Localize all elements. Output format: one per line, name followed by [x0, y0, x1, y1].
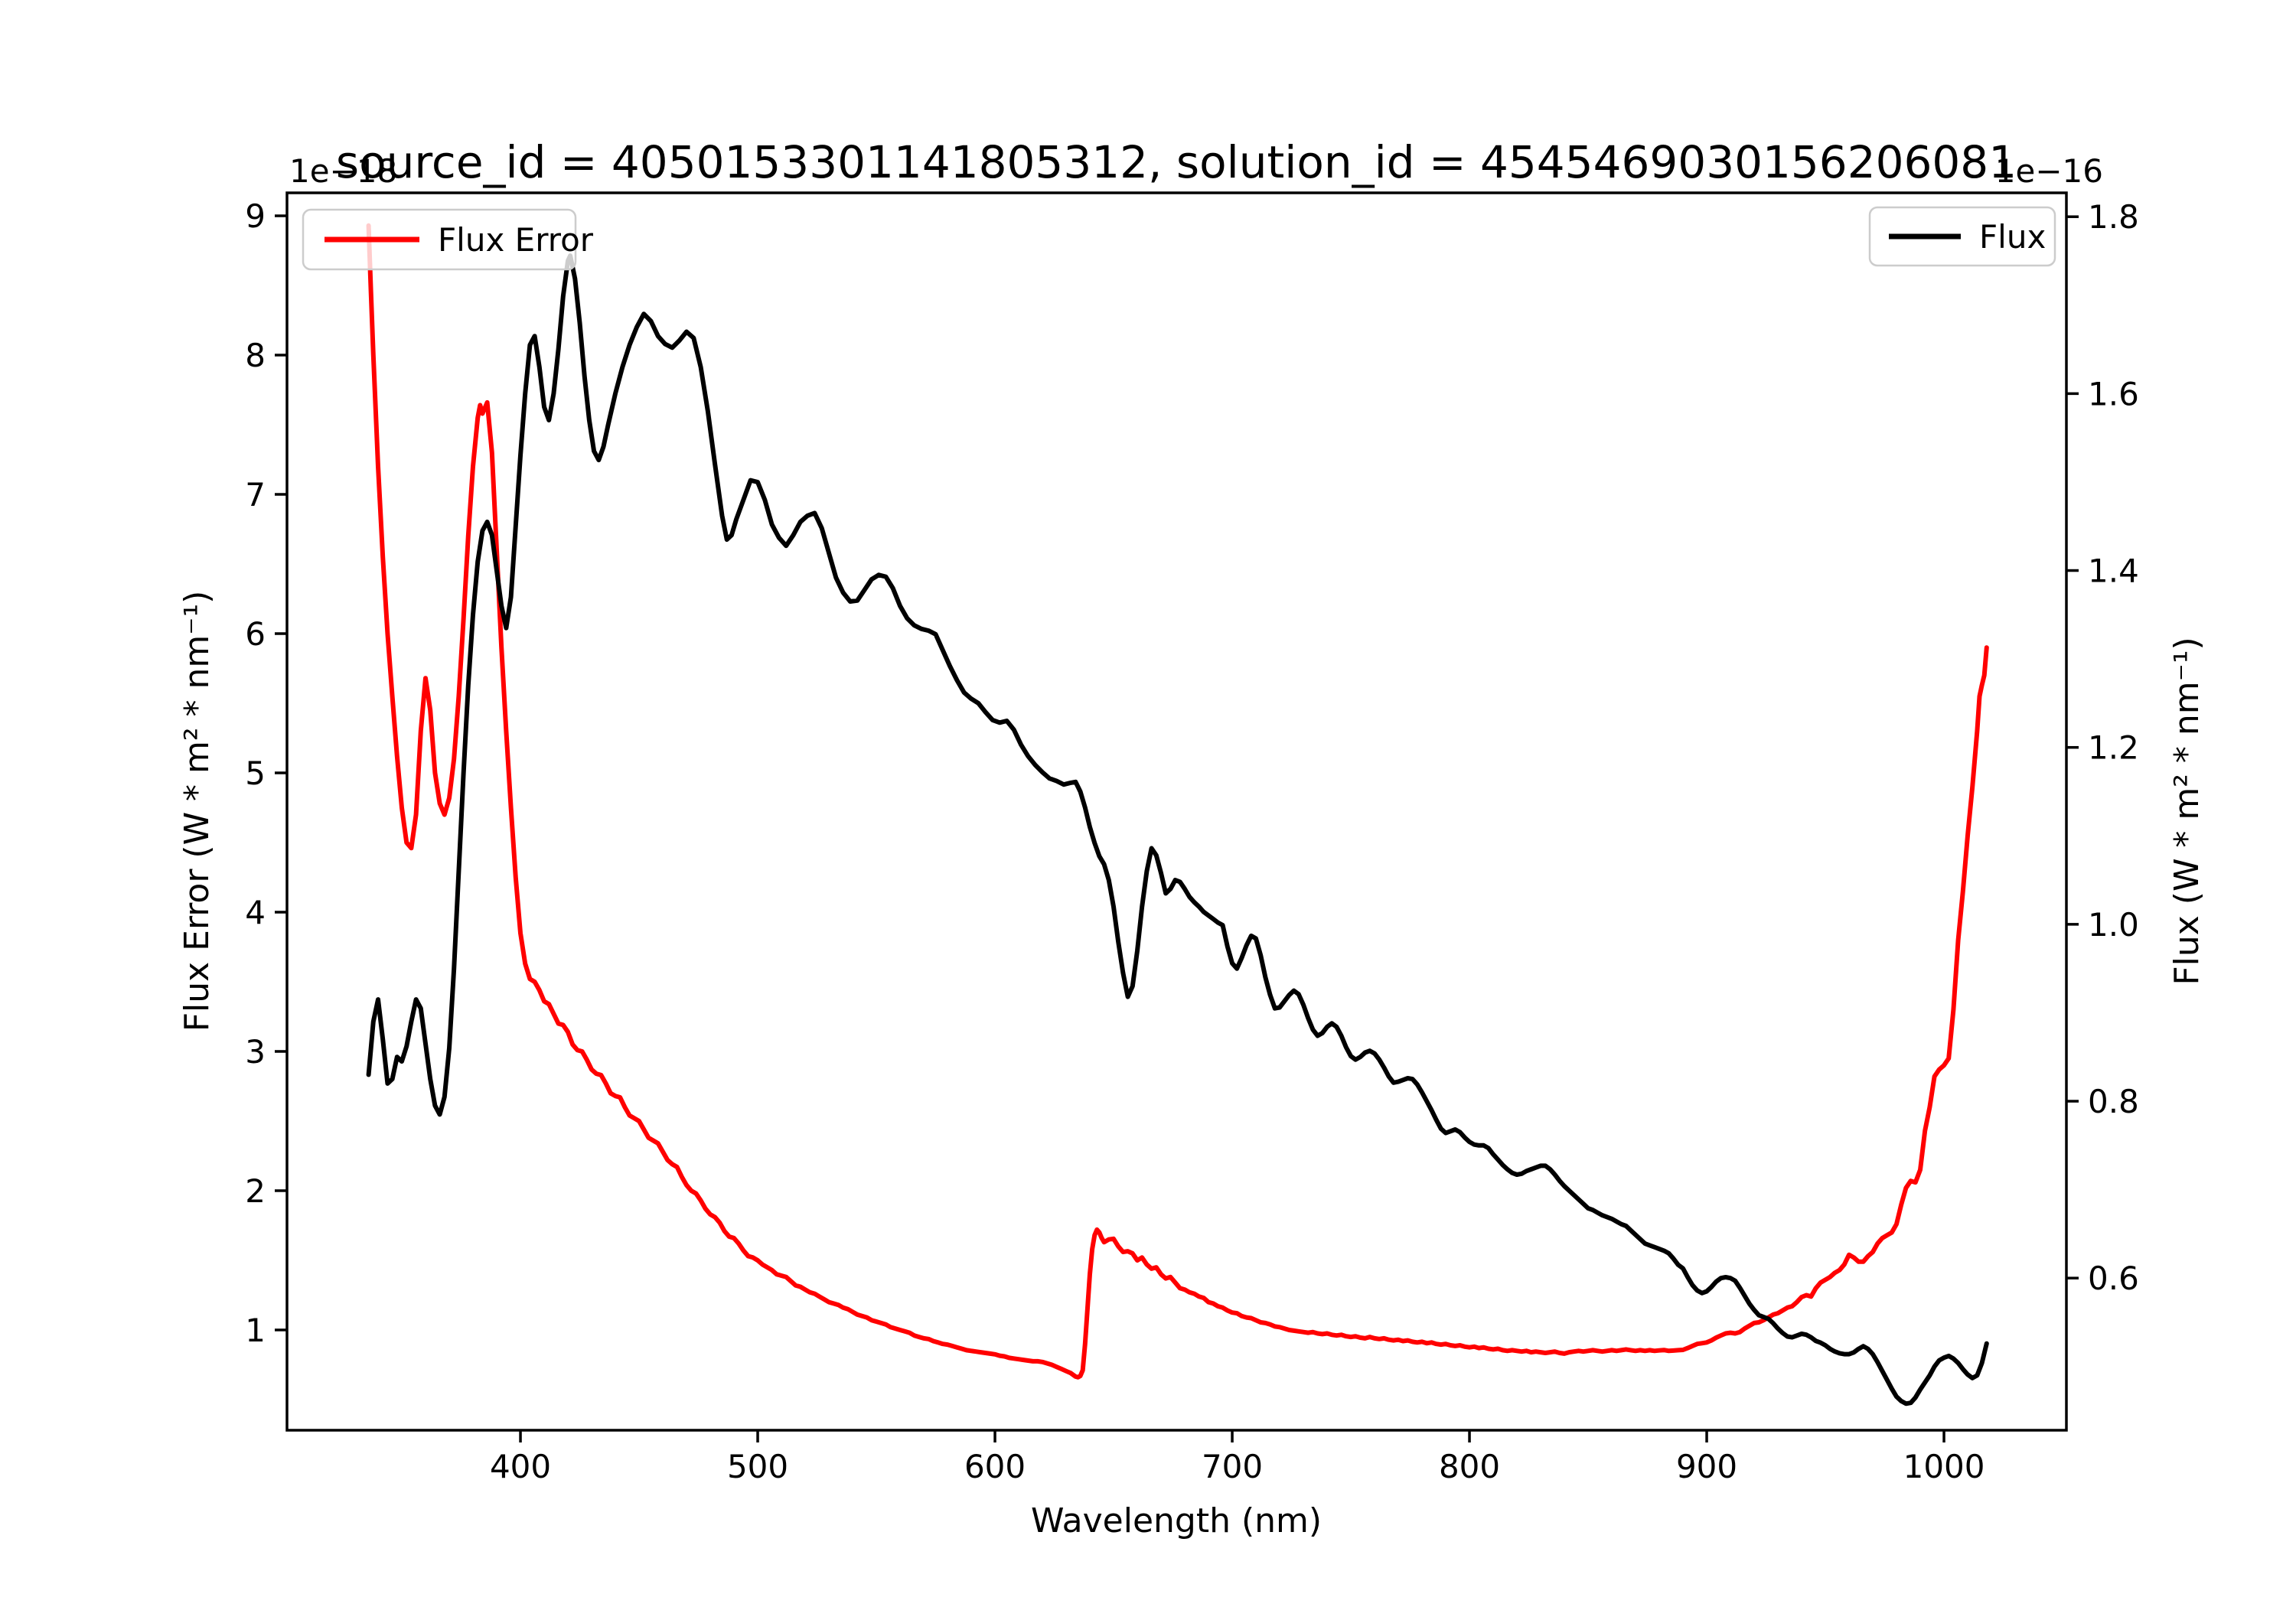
y-right-tick-label: 1.0: [2088, 906, 2139, 944]
y-left-tick-label: 7: [245, 476, 266, 513]
curve-layer: [366, 223, 1989, 1407]
x-tick-label: 400: [490, 1448, 551, 1485]
plot-spines: [285, 191, 2068, 1432]
y-right-tick-label: 1.8: [2088, 198, 2139, 236]
flux-curve: [366, 253, 1989, 1407]
flux-error-curve: [366, 223, 1989, 1380]
y-right-tick-label: 1.4: [2088, 553, 2139, 590]
legend-flux-label: Flux: [1979, 218, 2046, 256]
y-right-tick-label: 0.8: [2088, 1083, 2139, 1120]
x-tick-label: 900: [1676, 1448, 1737, 1485]
right-y-axis-label: Flux (W * m² * nm⁻¹): [2167, 637, 2206, 985]
x-tick-label: 600: [964, 1448, 1026, 1485]
y-right-tick-label: 0.6: [2088, 1260, 2139, 1297]
x-tick-label: 1000: [1903, 1448, 1985, 1485]
x-tick-label: 500: [727, 1448, 788, 1485]
legend-flux: Flux: [1868, 206, 2056, 267]
legend-flux-error-box: [302, 208, 577, 271]
y-left-tick-label: 3: [245, 1033, 266, 1071]
y-left-tick-label: 1: [245, 1312, 266, 1349]
legend-flux-error: Flux Error: [302, 208, 594, 271]
y-left-tick-label: 5: [245, 755, 266, 792]
x-tick-label: 700: [1202, 1448, 1263, 1485]
axes-layer: 400 500 600 700 800 900 1000 1 2 3 4 5 6 7 8 9 0.6 0.8 1.0…: [245, 197, 2139, 1485]
y-left-tick-label: 2: [245, 1172, 266, 1210]
right-axis-offset-label: 1e−16: [1995, 152, 2103, 190]
left-axis-offset-label: 1e−18: [289, 152, 397, 190]
legend-flux-box: [1868, 206, 2056, 267]
x-axis-label: Wavelength (nm): [1031, 1501, 1322, 1540]
y-left-tick-label: 4: [245, 894, 266, 931]
x-tick-label: 800: [1439, 1448, 1500, 1485]
legend-flux-error-label: Flux Error: [438, 221, 594, 259]
y-left-tick-label: 8: [245, 337, 266, 374]
y-left-tick-label: 6: [245, 615, 266, 653]
y-right-tick-label: 1.2: [2088, 729, 2139, 767]
chart-title: source_id = 4050153301141805312, solutio…: [336, 136, 2017, 188]
y-right-tick-label: 1.6: [2088, 375, 2139, 412]
left-y-axis-label: Flux Error (W * m² * nm⁻¹): [178, 591, 217, 1032]
y-left-tick-label: 9: [245, 197, 266, 235]
